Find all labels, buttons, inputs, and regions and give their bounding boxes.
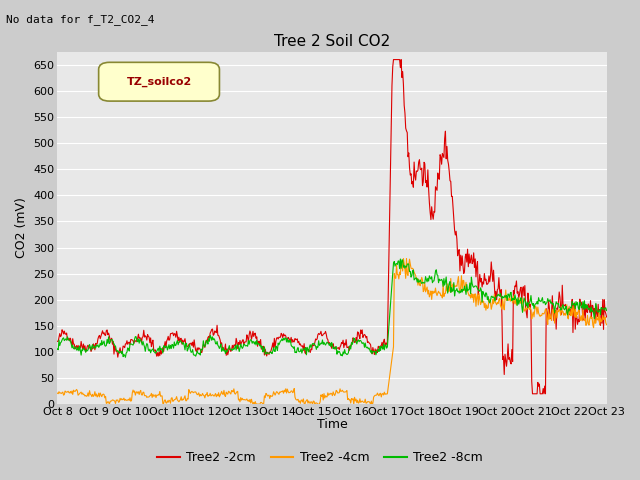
Text: No data for f_T2_CO2_4: No data for f_T2_CO2_4 bbox=[6, 14, 155, 25]
Legend: Tree2 -2cm, Tree2 -4cm, Tree2 -8cm: Tree2 -2cm, Tree2 -4cm, Tree2 -8cm bbox=[152, 446, 488, 469]
X-axis label: Time: Time bbox=[317, 419, 348, 432]
Title: Tree 2 Soil CO2: Tree 2 Soil CO2 bbox=[274, 34, 390, 49]
FancyBboxPatch shape bbox=[99, 62, 220, 101]
Text: TZ_soilco2: TZ_soilco2 bbox=[127, 77, 191, 87]
Y-axis label: CO2 (mV): CO2 (mV) bbox=[15, 198, 28, 258]
